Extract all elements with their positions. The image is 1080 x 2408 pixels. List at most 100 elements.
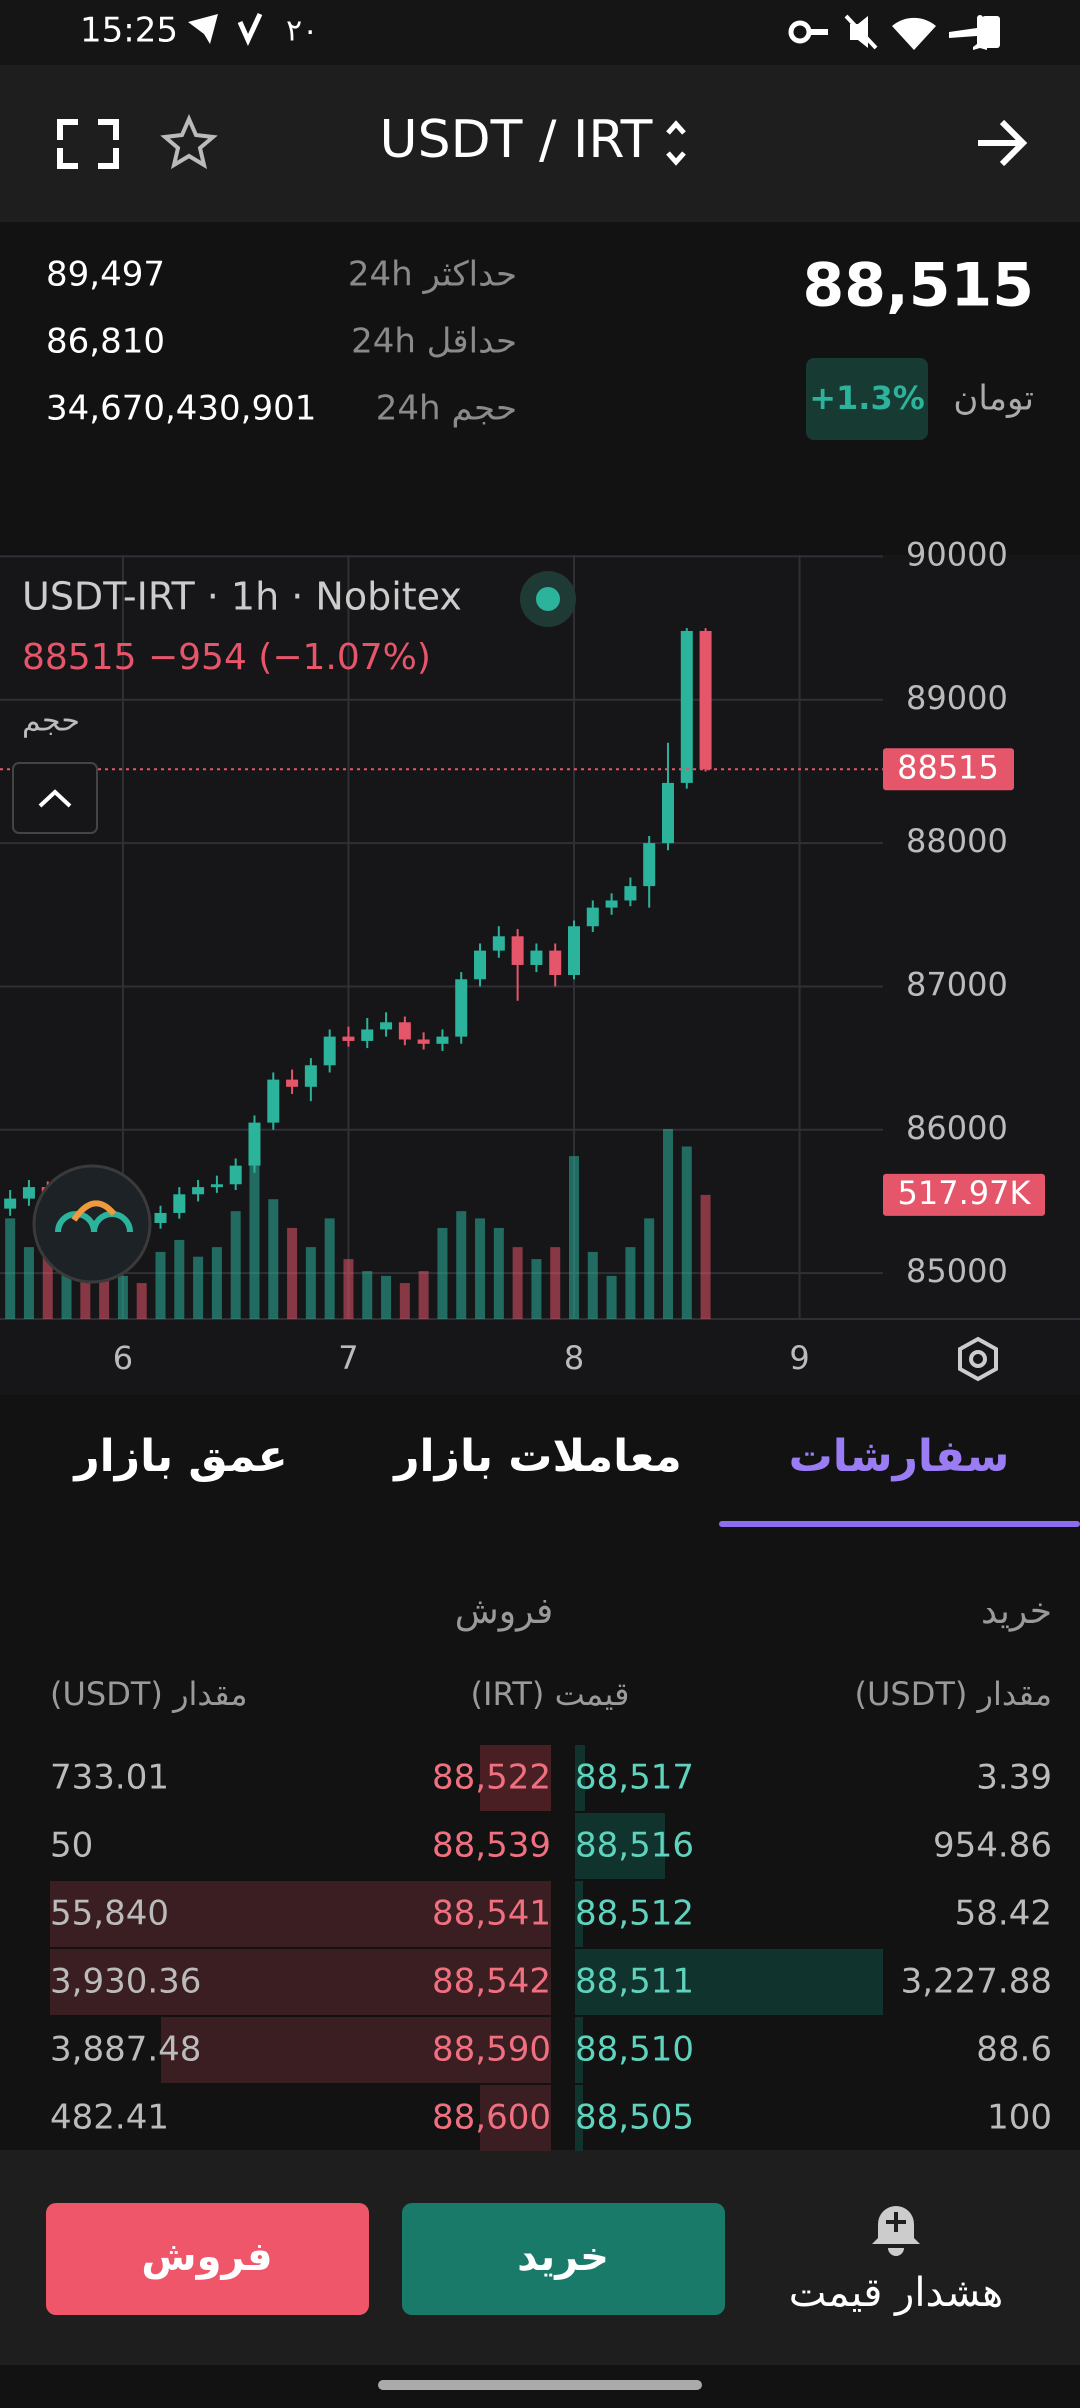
candle-body xyxy=(661,782,674,844)
pair-switch[interactable] xyxy=(666,120,686,166)
candle-body xyxy=(643,843,656,887)
candle-body xyxy=(267,1079,280,1123)
candle-body xyxy=(173,1194,186,1213)
y-tick-label: 86000 xyxy=(906,1109,1008,1147)
alert-label[interactable]: هشدار قیمت xyxy=(789,2270,1004,2316)
candle-body xyxy=(4,1198,17,1209)
y-tick-label: 90000 xyxy=(906,535,1008,573)
candle-body xyxy=(192,1187,205,1195)
alert-plus xyxy=(886,2212,906,2232)
change-percent: +1.3% xyxy=(809,379,925,417)
volume-bar xyxy=(475,1218,486,1319)
buy-amount-header: مقدار (USDT) xyxy=(854,1675,1052,1713)
volume-bar xyxy=(5,1218,16,1319)
volume-bar xyxy=(625,1247,636,1319)
telegram-icon xyxy=(188,14,218,44)
candle-body xyxy=(304,1065,317,1087)
volume-title: حجم xyxy=(22,704,80,739)
volume-bar xyxy=(531,1259,542,1319)
volume-bar xyxy=(287,1227,298,1319)
candle-body xyxy=(436,1036,449,1044)
sell-price: 88,600 xyxy=(432,2098,551,2138)
y-tick-label: 88000 xyxy=(906,822,1008,860)
volume-bar xyxy=(117,1275,128,1319)
buy-price: 88,512 xyxy=(575,1894,694,1934)
candle-body xyxy=(474,950,487,980)
favorite-star[interactable] xyxy=(160,114,218,170)
sell-amount: 3,930.36 xyxy=(50,1962,201,2002)
legend-values: 88515 −954 (−1.07%) xyxy=(22,637,431,678)
buy-price: 88,510 xyxy=(575,2030,694,2070)
sell-amount: 50 xyxy=(50,1826,93,1866)
home-indicator xyxy=(378,2380,702,2390)
depth-bars xyxy=(50,1745,883,2151)
x-tick-label: 6 xyxy=(113,1339,133,1377)
sell-price: 88,541 xyxy=(432,1894,551,1934)
collapse-button[interactable] xyxy=(12,762,98,834)
volume-bar xyxy=(662,1129,673,1319)
stat-value: 34,670,430,901 xyxy=(46,389,316,429)
candle-body xyxy=(586,907,599,927)
tv-logo-mark xyxy=(55,1211,133,1233)
volume-bar xyxy=(249,1165,260,1319)
chart-settings[interactable] xyxy=(958,1336,998,1382)
tab-indicator xyxy=(719,1521,1080,1527)
candle-body xyxy=(699,630,712,770)
last-price-tag xyxy=(883,748,1014,791)
price-header: قیمت (IRT) xyxy=(471,1675,630,1713)
volume-bar xyxy=(99,1261,110,1319)
sell-price: 88,539 xyxy=(432,1826,551,1866)
volume-bar xyxy=(399,1283,410,1319)
y-tick-label: 85000 xyxy=(906,1252,1008,1290)
volume-bar xyxy=(268,1199,279,1319)
buy-price: 88,505 xyxy=(575,2098,694,2138)
clock: 15:25 xyxy=(80,11,178,51)
volume-bar xyxy=(681,1146,692,1319)
stat-label: حداکثر 24h xyxy=(348,255,517,295)
volume-bar xyxy=(211,1247,222,1319)
buy-amount: 100 xyxy=(987,2098,1052,2138)
stat-value: 89,497 xyxy=(46,255,165,295)
y-tick-label: 87000 xyxy=(906,965,1008,1003)
tab-orders[interactable]: سفارشات xyxy=(789,1431,1010,1482)
tab-depth[interactable]: عمق بازار xyxy=(72,1431,287,1482)
sell-amount: 733.01 xyxy=(50,1758,169,1798)
buy-price: 88,516 xyxy=(575,1826,694,1866)
pair-title[interactable]: USDT / IRT xyxy=(380,110,653,170)
volume-bar xyxy=(174,1239,185,1319)
tab-trades[interactable]: معاملات بازار xyxy=(392,1431,682,1482)
fullscreen-icon[interactable] xyxy=(57,119,119,169)
change-badge xyxy=(806,358,928,440)
volume-bar xyxy=(456,1211,467,1319)
candle-body xyxy=(511,936,524,965)
buy-button[interactable] xyxy=(402,2203,725,2315)
sell-button[interactable] xyxy=(46,2203,369,2315)
last-price-label: 88515 xyxy=(897,748,999,786)
volume-bar xyxy=(42,1256,53,1319)
volume-bar xyxy=(493,1227,504,1319)
sell-price: 88,590 xyxy=(432,2030,551,2070)
candle-body xyxy=(549,950,562,975)
currency: تومان xyxy=(953,379,1034,419)
sell-amount: 55,840 xyxy=(50,1894,169,1934)
volume-bar xyxy=(700,1194,711,1319)
back-arrow[interactable] xyxy=(978,119,1028,167)
tv-logo-accent xyxy=(71,1200,117,1222)
volume-bar xyxy=(587,1251,598,1319)
app-icon xyxy=(237,12,263,47)
last-price: 88,515 xyxy=(802,251,1034,321)
buy-amount: 58.42 xyxy=(955,1894,1052,1934)
candlestick-chart: 85000 86000 87000 88000 89000 90000 6 7 8 9 88515 5… xyxy=(0,535,1080,1377)
candle-body xyxy=(417,1039,430,1044)
candle-body xyxy=(22,1187,35,1199)
volume-bar xyxy=(418,1271,429,1319)
volume-bar xyxy=(80,1271,91,1319)
order-rows: 733.01 88,522 88,517 3.39 50 88,539 88,516 954.… xyxy=(50,1758,1052,2138)
chart-settings-center xyxy=(969,1350,987,1368)
sell-title: فروش xyxy=(455,1591,553,1632)
volume-bar xyxy=(193,1256,204,1319)
candle-body xyxy=(323,1036,336,1066)
x-tick-label: 7 xyxy=(338,1339,358,1377)
stat-label: حجم 24h xyxy=(376,389,517,429)
volume-bar xyxy=(381,1275,392,1319)
